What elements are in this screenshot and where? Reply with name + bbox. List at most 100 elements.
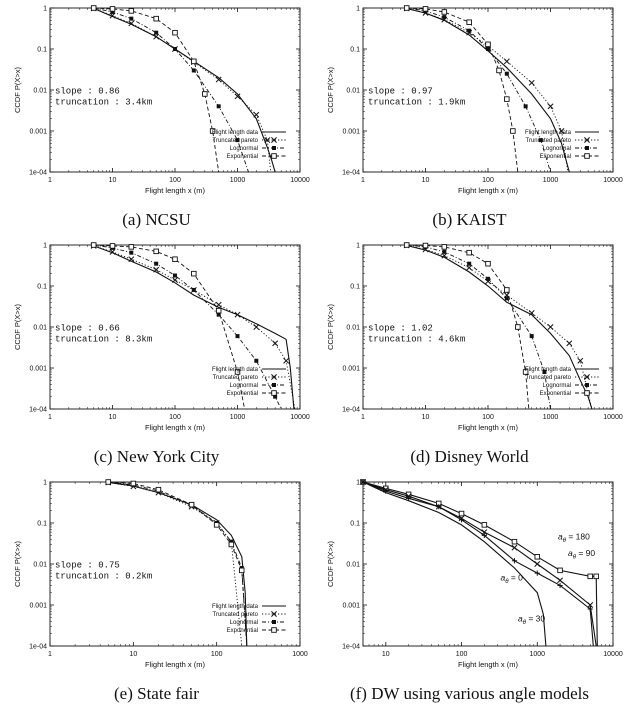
data-point <box>442 15 447 20</box>
chart-caption: (e) State fair <box>114 684 199 703</box>
data-point <box>534 554 541 560</box>
series-line <box>362 481 594 647</box>
y-tick-label: 0.01 <box>346 562 360 569</box>
data-point <box>215 301 222 308</box>
data-point <box>153 266 160 273</box>
x-tick-label: 1 <box>361 177 365 184</box>
series-1 <box>90 242 296 410</box>
x-tick-label: 10000 <box>603 177 623 184</box>
series-3 <box>90 5 220 173</box>
data-point <box>235 334 240 339</box>
data-point <box>534 561 541 567</box>
legend-label: Truncated pareto <box>213 138 259 144</box>
data-point <box>153 15 159 22</box>
data-point <box>534 570 540 576</box>
legend-label: Lognormal <box>230 620 258 626</box>
data-point <box>213 522 220 528</box>
data-point <box>110 9 115 14</box>
y-tick-label: 0.1 <box>37 284 47 291</box>
series-line <box>93 245 295 410</box>
y-tick-label: 1e-04 <box>29 170 47 177</box>
data-point <box>523 104 528 109</box>
data-point <box>587 573 593 580</box>
legend-label: Exponential <box>227 391 258 397</box>
x-tick-label: 1000 <box>292 651 308 658</box>
series-line <box>406 244 593 410</box>
data-point <box>273 394 278 399</box>
x-tick-label: 10000 <box>290 177 310 184</box>
data-point <box>504 287 510 293</box>
y-tick-label: 0.01 <box>33 325 47 332</box>
legend-label: Truncated pareto <box>526 375 572 381</box>
series-line <box>406 7 569 173</box>
data-point <box>528 79 535 86</box>
annotation-text: truncation : 0.2km <box>55 571 152 581</box>
y-tick-label: 0.001 <box>29 129 47 136</box>
x-axis-label: Flight length x (m) <box>458 660 519 669</box>
data-point <box>538 138 543 143</box>
legend-label: Truncated pareto <box>213 612 259 618</box>
series-angle-label: aθ = 30 <box>518 613 545 626</box>
y-tick-label: 1 <box>43 480 47 487</box>
data-point <box>441 244 448 250</box>
y-tick-label: 0.1 <box>350 284 360 291</box>
series-1 <box>360 479 597 647</box>
data-point <box>466 19 472 25</box>
chart-caption: (d) Disney World <box>410 447 529 466</box>
legend-label: Lognormal <box>543 146 571 152</box>
y-tick-label: 1 <box>356 6 360 13</box>
data-point <box>253 324 260 330</box>
data-point <box>503 58 510 65</box>
y-tick-label: 0.01 <box>346 325 360 332</box>
x-tick-label: 10000 <box>290 414 310 421</box>
data-point <box>504 71 509 76</box>
y-tick-label: 1e-04 <box>29 407 47 414</box>
y-tick-label: 0.1 <box>350 521 360 528</box>
data-point <box>105 479 111 485</box>
y-tick-label: 0.001 <box>342 366 360 373</box>
data-point <box>154 30 159 35</box>
data-point <box>228 541 235 548</box>
data-point <box>466 264 473 271</box>
x-tick-label: 1 <box>48 651 52 658</box>
annotation-text: slope : 0.86 <box>55 86 120 96</box>
series-angle-label: aθ = 90 <box>568 548 595 561</box>
y-tick-label: 1e-04 <box>342 407 360 414</box>
series-angle-label: aθ = 0 <box>501 572 524 585</box>
data-point <box>436 504 442 510</box>
data-point <box>458 517 465 523</box>
chart-caption: (c) New York City <box>93 447 220 466</box>
data-point <box>566 340 573 347</box>
data-point <box>253 111 260 118</box>
y-tick-label: 0.001 <box>342 603 360 610</box>
series-line <box>108 481 248 647</box>
y-axis-label: CCDF P(X>x) <box>326 66 335 113</box>
y-tick-label: 0.001 <box>342 129 360 136</box>
data-point <box>239 567 245 574</box>
data-point <box>584 153 590 159</box>
x-tick-label: 100 <box>482 414 494 421</box>
series-line <box>93 7 276 173</box>
data-point <box>442 249 447 254</box>
data-point <box>129 250 134 255</box>
x-tick-label: 1 <box>48 177 52 184</box>
annotation-text: truncation : 1.9km <box>368 97 465 107</box>
y-tick-label: 0.1 <box>37 521 47 528</box>
data-point <box>587 606 593 612</box>
series-0 <box>108 481 248 647</box>
x-tick-label: 100 <box>456 651 468 658</box>
x-tick-label: 10 <box>129 651 137 658</box>
data-point <box>558 128 565 134</box>
y-tick-label: 0.1 <box>350 47 360 54</box>
y-tick-label: 0.001 <box>29 366 47 373</box>
data-point <box>496 67 502 74</box>
y-axis-label: CCDF P(X>x) <box>326 540 335 587</box>
chart-svg-dw-angle: 1 0.1 0.01 0.001 1e-04 10 100 1000 10000 Flight l… <box>326 479 623 669</box>
data-point <box>153 33 160 40</box>
series-3 <box>403 242 530 410</box>
data-point <box>547 324 554 330</box>
x-tick-label: 1000 <box>230 177 246 184</box>
data-point <box>90 242 97 248</box>
